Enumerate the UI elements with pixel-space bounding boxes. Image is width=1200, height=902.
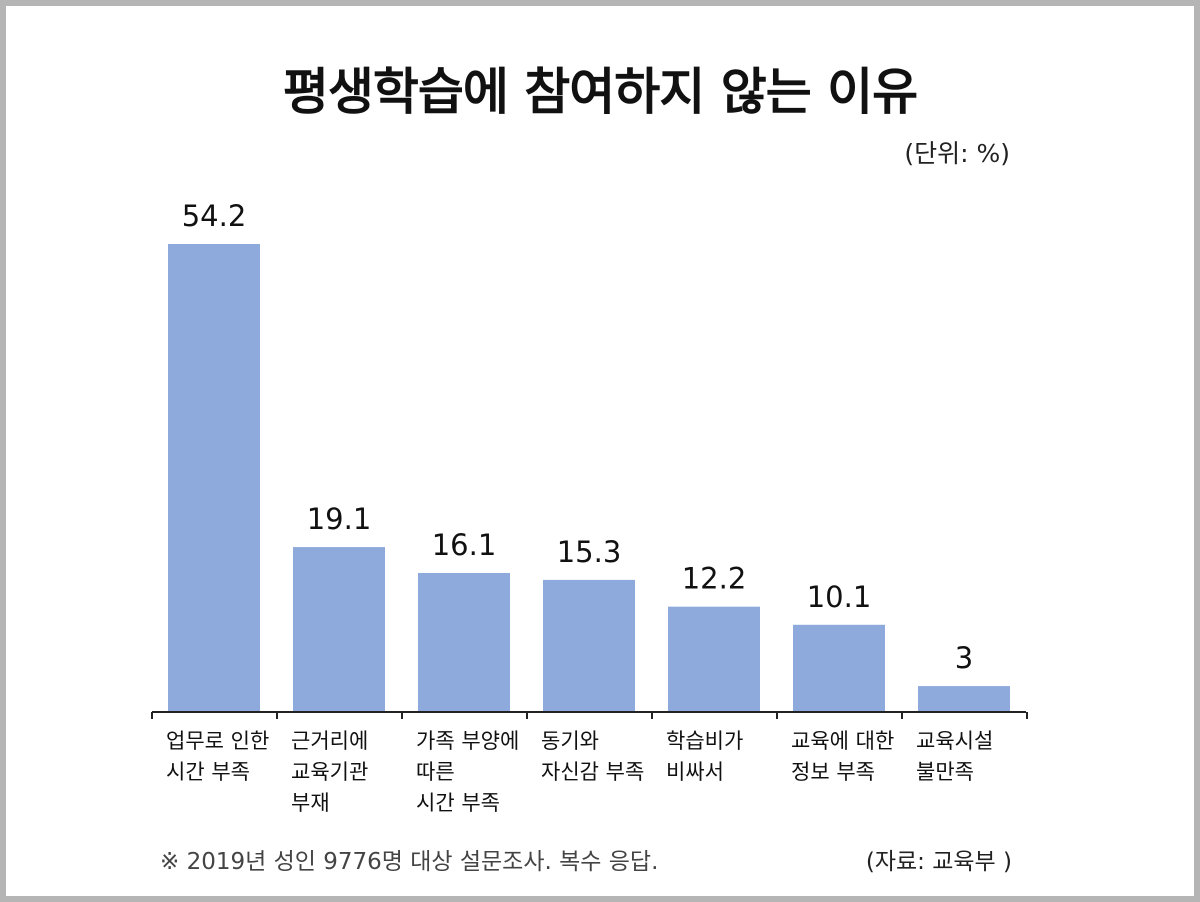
data-label: 15.3 (557, 535, 622, 569)
data-label: 19.1 (307, 502, 372, 536)
data-label: 12.2 (682, 562, 747, 596)
x-axis (151, 711, 1028, 719)
data-label: 3 (955, 641, 973, 675)
bars-group (168, 244, 1010, 712)
bar (293, 547, 385, 712)
bar (543, 579, 635, 712)
data-label: 54.2 (182, 199, 247, 233)
category-label: 교육에 대한 정보 부족 (791, 729, 894, 784)
category-label: 동기와 자신감 부족 (541, 729, 644, 784)
category-label: 교육시설 불만족 (916, 729, 993, 784)
data-label: 10.1 (807, 580, 872, 614)
unit-label: (단위: %) (904, 139, 1010, 168)
bar (918, 686, 1010, 712)
category-label: 근거리에 교육기관 부재 (291, 729, 368, 815)
bar (418, 572, 510, 712)
bar (168, 244, 260, 712)
category-label: 업무로 인한 시간 부족 (166, 729, 269, 784)
chart-title: 평생학습에 참여하지 않는 이유 (282, 63, 918, 121)
bar (793, 624, 885, 712)
category-label: 가족 부양에 따른 시간 부족 (416, 729, 519, 815)
source-note: (자료: 교육부 ) (865, 849, 1012, 875)
labels-group: 54.2 업무로 인한 시간 부족 19.1 근거리에 교육기관 부재 16.1 가족 부양에 따… (166, 199, 993, 815)
data-label: 16.1 (432, 528, 497, 562)
footnote: ※ 2019년 성인 9776명 대상 설문조사. 복수 응답. (160, 849, 659, 875)
category-label: 학습비가 비싸서 (666, 729, 743, 784)
bar (668, 606, 760, 712)
